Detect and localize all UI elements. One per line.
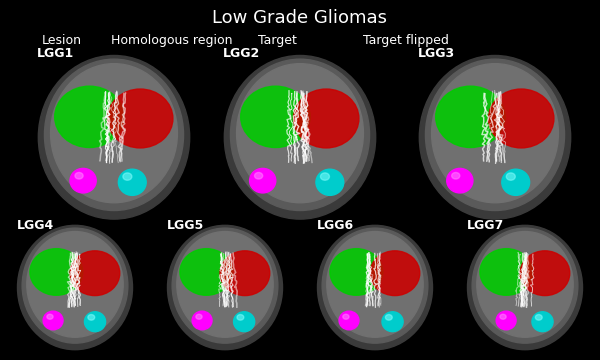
- Text: LGG3: LGG3: [418, 47, 455, 60]
- Ellipse shape: [477, 231, 573, 337]
- Ellipse shape: [385, 315, 392, 320]
- Ellipse shape: [236, 64, 364, 203]
- Ellipse shape: [230, 59, 370, 211]
- Ellipse shape: [452, 172, 460, 179]
- Ellipse shape: [233, 312, 255, 332]
- Ellipse shape: [44, 59, 184, 211]
- Ellipse shape: [17, 225, 133, 350]
- Ellipse shape: [467, 225, 583, 350]
- Ellipse shape: [250, 168, 276, 193]
- Ellipse shape: [293, 89, 359, 148]
- Ellipse shape: [70, 168, 96, 193]
- Text: Low Grade Gliomas: Low Grade Gliomas: [212, 9, 388, 27]
- Ellipse shape: [496, 311, 516, 330]
- Text: LGG5: LGG5: [167, 219, 204, 232]
- Ellipse shape: [123, 173, 132, 180]
- Ellipse shape: [436, 86, 505, 148]
- Ellipse shape: [177, 231, 273, 337]
- Text: LGG6: LGG6: [317, 219, 353, 232]
- Ellipse shape: [370, 251, 420, 296]
- Ellipse shape: [520, 251, 570, 296]
- Ellipse shape: [47, 314, 53, 319]
- Ellipse shape: [447, 168, 473, 193]
- Text: Target flipped: Target flipped: [363, 34, 449, 47]
- Ellipse shape: [22, 228, 128, 343]
- Ellipse shape: [38, 55, 190, 219]
- Ellipse shape: [75, 172, 83, 179]
- Text: LGG1: LGG1: [37, 47, 74, 60]
- Ellipse shape: [196, 314, 202, 319]
- Ellipse shape: [316, 169, 344, 195]
- Ellipse shape: [322, 228, 428, 343]
- Ellipse shape: [224, 55, 376, 219]
- Text: LGG4: LGG4: [17, 219, 54, 232]
- Ellipse shape: [88, 315, 95, 320]
- Ellipse shape: [419, 55, 571, 219]
- Ellipse shape: [500, 314, 506, 319]
- Ellipse shape: [327, 231, 423, 337]
- Ellipse shape: [237, 315, 244, 320]
- Ellipse shape: [502, 169, 530, 195]
- Ellipse shape: [241, 86, 310, 148]
- Ellipse shape: [506, 173, 515, 180]
- Ellipse shape: [382, 312, 403, 332]
- Ellipse shape: [70, 251, 120, 296]
- Ellipse shape: [339, 311, 359, 330]
- Ellipse shape: [480, 249, 533, 295]
- Ellipse shape: [535, 315, 542, 320]
- Ellipse shape: [172, 228, 278, 343]
- Ellipse shape: [317, 225, 433, 350]
- Ellipse shape: [107, 89, 173, 148]
- Ellipse shape: [43, 311, 63, 330]
- Ellipse shape: [50, 64, 178, 203]
- Ellipse shape: [488, 89, 554, 148]
- Ellipse shape: [320, 173, 329, 180]
- Ellipse shape: [167, 225, 283, 350]
- Text: Homologous region: Homologous region: [111, 34, 233, 47]
- Text: Lesion: Lesion: [42, 34, 82, 47]
- Ellipse shape: [343, 314, 349, 319]
- Ellipse shape: [532, 312, 553, 332]
- Text: LGG2: LGG2: [223, 47, 260, 60]
- Ellipse shape: [472, 228, 578, 343]
- Ellipse shape: [220, 251, 270, 296]
- Ellipse shape: [330, 249, 383, 295]
- Ellipse shape: [30, 249, 83, 295]
- Text: Target: Target: [258, 34, 297, 47]
- Text: LGG7: LGG7: [467, 219, 504, 232]
- Ellipse shape: [192, 311, 212, 330]
- Ellipse shape: [254, 172, 263, 179]
- Ellipse shape: [85, 312, 106, 332]
- Ellipse shape: [180, 249, 233, 295]
- Ellipse shape: [118, 169, 146, 195]
- Ellipse shape: [55, 86, 124, 148]
- Ellipse shape: [27, 231, 123, 337]
- Ellipse shape: [431, 64, 559, 203]
- Ellipse shape: [425, 59, 565, 211]
